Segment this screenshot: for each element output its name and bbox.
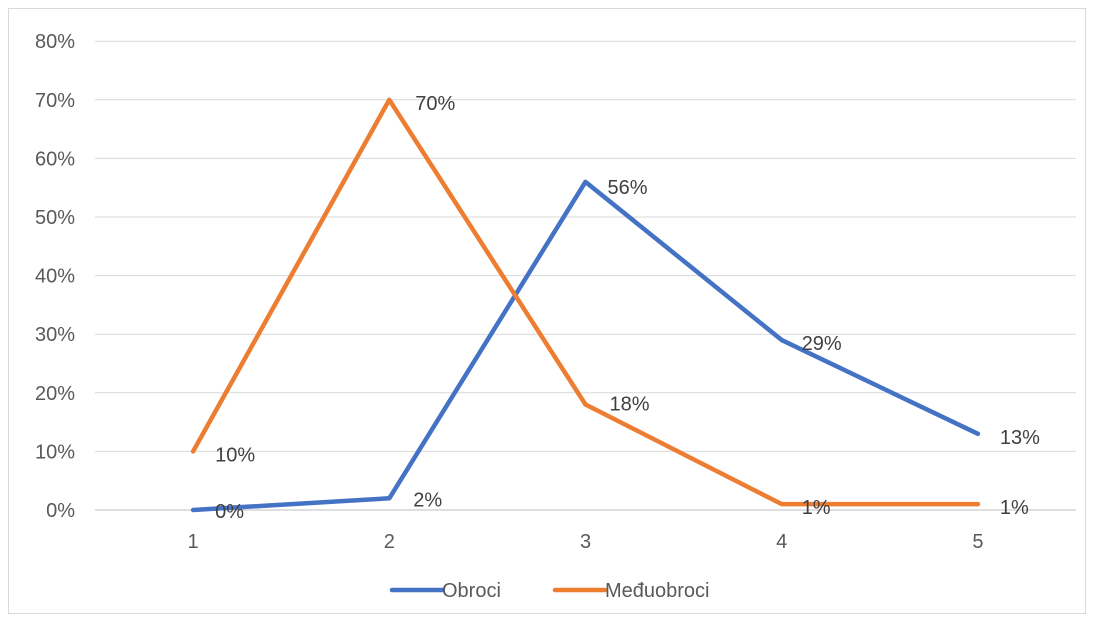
data-point <box>585 404 586 406</box>
data-point <box>192 450 194 452</box>
data-point <box>585 181 586 183</box>
data-label: 70% <box>415 93 455 115</box>
data-label: 13% <box>1000 427 1040 449</box>
y-tick-label: 40% <box>35 266 75 288</box>
y-tick-label: 10% <box>35 441 75 463</box>
data-label: 2% <box>413 489 442 511</box>
data-label: 10% <box>215 444 255 466</box>
data-point <box>192 509 194 511</box>
series-line-1 <box>190 179 981 513</box>
x-tick-label: 1 <box>188 531 199 553</box>
y-tick-label: 50% <box>35 207 75 229</box>
data-point <box>781 503 783 505</box>
data-point <box>388 497 390 499</box>
data-label: 1% <box>1000 497 1029 519</box>
y-axis: 0% 10% 20% 30% 40% 50% 60% 70% 80% <box>35 31 75 522</box>
x-tick-label: 5 <box>972 531 983 553</box>
legend-label: Međuobroci <box>605 580 710 602</box>
data-labels: 0% 2% 56% 29% 13% 10% 70% 18% 1% 1% <box>215 93 1040 523</box>
series <box>190 97 981 513</box>
data-label: 29% <box>802 333 842 355</box>
gridlines <box>95 40 1076 511</box>
data-label: 56% <box>608 177 648 199</box>
y-tick-label: 60% <box>35 148 75 170</box>
x-tick-label: 2 <box>384 531 395 553</box>
y-tick-label: 70% <box>35 90 75 112</box>
y-tick-label: 80% <box>35 31 75 53</box>
x-axis: 1 2 3 4 5 <box>188 531 984 553</box>
data-point <box>781 339 783 341</box>
series-line-2 <box>190 97 981 507</box>
data-point <box>977 433 979 435</box>
data-point <box>388 99 390 101</box>
y-tick-label: 0% <box>46 500 75 522</box>
chart-frame <box>8 8 1086 614</box>
legend: Obroci Međuobroci <box>389 580 710 602</box>
data-label: 18% <box>610 394 650 416</box>
x-tick-label: 4 <box>776 531 787 553</box>
data-label: 1% <box>802 497 831 519</box>
legend-label: Obroci <box>442 580 501 602</box>
y-tick-label: 20% <box>35 383 75 405</box>
y-tick-label: 30% <box>35 324 75 346</box>
data-point <box>977 503 979 505</box>
x-tick-label: 3 <box>580 531 591 553</box>
data-label: 0% <box>215 501 244 523</box>
